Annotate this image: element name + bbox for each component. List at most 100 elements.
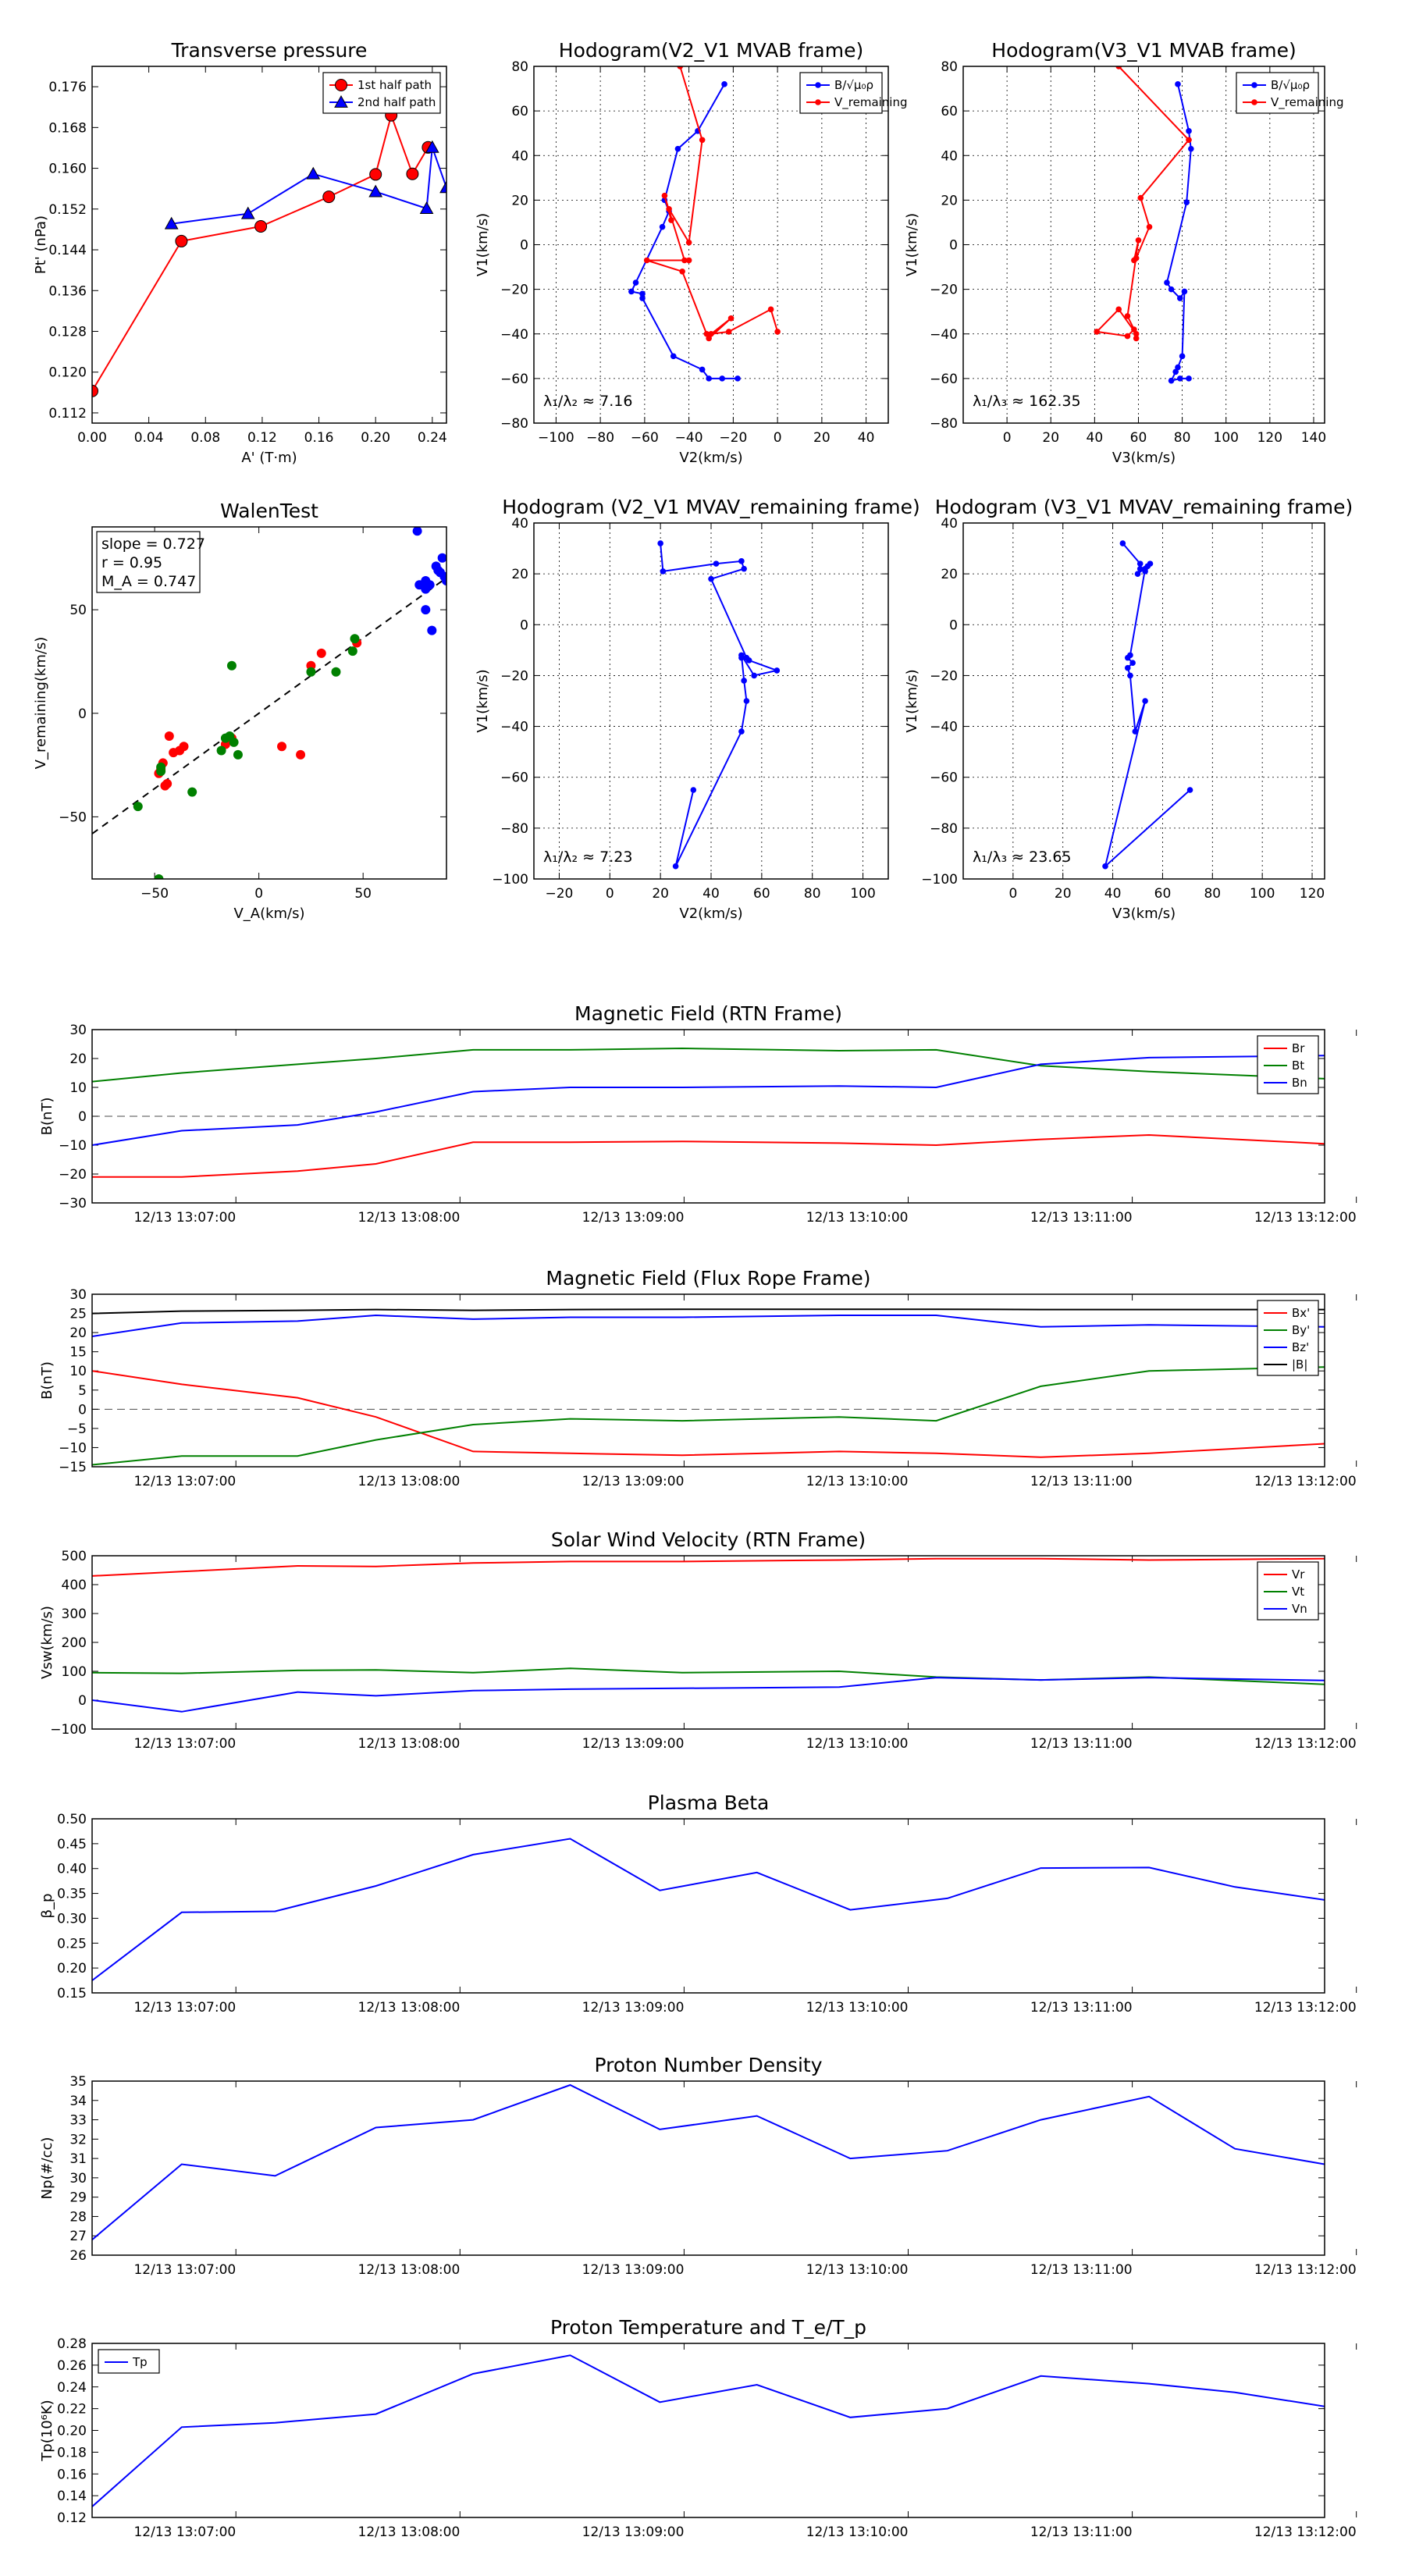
y-tick-label: 30 (69, 1287, 87, 1303)
data-point (708, 330, 714, 337)
series-vt-line (92, 1667, 1325, 1685)
plot-area (92, 527, 446, 879)
data-point (1135, 237, 1142, 244)
data-point (277, 742, 287, 752)
y-axis-label: Vsw(km/s) (39, 1606, 55, 1679)
data-point (690, 787, 697, 793)
y-tick-label: 60 (511, 104, 528, 119)
data-point (216, 745, 226, 756)
data-point (727, 315, 735, 322)
data-point (738, 728, 745, 735)
y-tick-label: 80 (511, 59, 528, 75)
y-tick-label: −60 (930, 770, 958, 786)
data-point (1177, 295, 1183, 301)
data-point (240, 206, 255, 219)
axes-frame (962, 522, 1325, 880)
x-tick-label: 12/13 13:10:00 (806, 1210, 909, 1226)
plot-area (92, 2354, 1325, 2507)
plot-area (92, 1308, 1325, 1466)
axes-frame (91, 526, 447, 880)
y-tick-label: 0.35 (57, 1887, 87, 1902)
series-b--line (630, 84, 738, 379)
x-tick-label: 12/13 13:08:00 (358, 2524, 461, 2540)
data-point (674, 145, 681, 152)
annotation: λ₁/λ₃ ≈ 162.35 (973, 393, 1081, 410)
x-tick-label: 12/13 13:08:00 (358, 1474, 461, 1489)
y-tick-label: −30 (59, 1196, 87, 1212)
x-tick-label: 140 (1301, 430, 1326, 446)
x-axis-label: V2(km/s) (679, 450, 742, 466)
legend-label: By' (1292, 1323, 1310, 1337)
data-point (1188, 145, 1194, 152)
y-tick-label: 0.112 (48, 406, 87, 422)
data-point (1175, 81, 1181, 87)
plot-area (92, 2083, 1325, 2240)
data-point (660, 568, 667, 575)
data-point (419, 201, 434, 215)
y-tick-label: 0.15 (57, 1986, 87, 2001)
data-point (226, 660, 237, 671)
x-tick-label: 40 (858, 430, 875, 446)
data-point (1094, 329, 1100, 335)
y-tick-label: 10 (69, 1364, 87, 1379)
legend-label: B/√μ₀ρ (1271, 78, 1310, 92)
x-tick-label: 12/13 13:10:00 (806, 1474, 909, 1489)
legend-label: Vr (1292, 1567, 1305, 1582)
chart-beta: Plasma Beta 12/13 13:07:00 12/13 13:08:00 1… (39, 1791, 1357, 2016)
series-vn-line (92, 1677, 1325, 1713)
series--p-line (92, 1838, 1325, 1981)
x-tick-label: 0 (1008, 886, 1017, 902)
x-tick-label: 12/13 13:11:00 (1030, 1474, 1133, 1489)
y-tick-label: 0.45 (57, 1837, 87, 1852)
legend-label: |B| (1292, 1357, 1307, 1372)
chart-vsw: Solar Wind Velocity (RTN Frame) 12/13 13:… (39, 1528, 1357, 1752)
x-tick-label: 12/13 13:07:00 (133, 1210, 236, 1226)
plot-area (92, 1838, 1325, 1981)
data-point (164, 216, 179, 229)
data-point (1142, 565, 1148, 572)
y-tick-label: 28 (69, 2209, 87, 2225)
x-tick-label: 80 (1174, 430, 1191, 446)
y-tick-label: 30 (69, 2171, 87, 2186)
data-point (1183, 199, 1190, 206)
x-tick-label: 12/13 13:10:00 (806, 2524, 909, 2540)
data-point (1102, 863, 1108, 870)
data-point (1124, 333, 1131, 340)
legend-marker (815, 99, 821, 105)
y-tick-label: −20 (59, 1167, 87, 1183)
data-point (745, 657, 752, 664)
plot-area (92, 109, 446, 397)
x-tick-label: 12/13 13:09:00 (582, 2000, 685, 2016)
data-point (685, 257, 692, 264)
data-point (1119, 540, 1126, 546)
y-axis-label: V_remaining(km/s) (33, 637, 49, 770)
y-tick-label: 20 (69, 1325, 87, 1341)
y-tick-label: 0.14 (57, 2489, 87, 2504)
chart-title: Solar Wind Velocity (RTN Frame) (551, 1528, 866, 1551)
data-point (1186, 787, 1193, 793)
data-point (1115, 306, 1122, 313)
y-tick-label: −50 (59, 809, 87, 825)
x-tick-label: 100 (1214, 430, 1239, 446)
data-point (743, 698, 750, 704)
x-tick-label: 12/13 13:07:00 (133, 1474, 236, 1489)
y-tick-label: 500 (62, 1549, 87, 1564)
x-tick-label: 60 (1154, 886, 1172, 902)
axes-frame (91, 1029, 1325, 1204)
legend: Tp (98, 2349, 160, 2374)
data-point (738, 558, 745, 564)
data-point (672, 863, 679, 870)
x-tick-label: 0.08 (190, 430, 220, 446)
data-point (369, 168, 382, 181)
data-point (164, 731, 174, 741)
series-v-remaining-line (1095, 66, 1190, 339)
data-point (306, 667, 316, 677)
chart-title: WalenTest (220, 500, 318, 522)
x-tick-label: 20 (1042, 430, 1059, 446)
data-point (1133, 330, 1140, 337)
x-tick-label: 0 (254, 886, 263, 902)
data-point (1181, 288, 1188, 295)
y-tick-label: −20 (930, 668, 958, 684)
